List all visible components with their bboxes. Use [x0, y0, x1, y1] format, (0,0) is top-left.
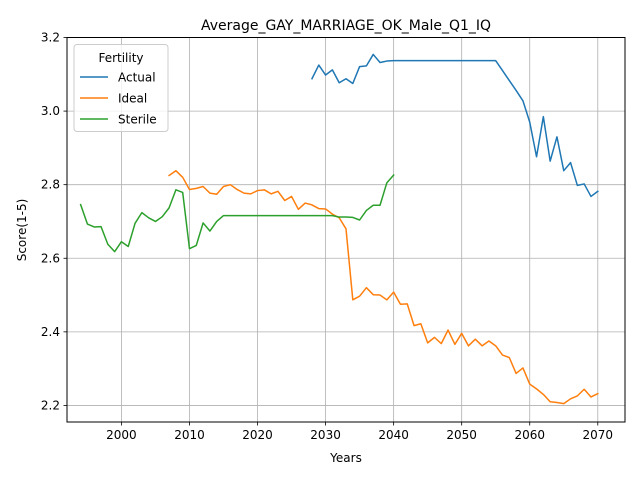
y-tick-label: 2.6 — [41, 251, 60, 265]
series-line-ideal — [168, 169, 599, 405]
y-tick-label: 3.2 — [41, 31, 60, 45]
y-tick-label: 3.0 — [41, 104, 60, 118]
y-tick-label: 2.2 — [41, 398, 60, 412]
x-tick-label: 2020 — [242, 428, 273, 442]
y-axis: 2.2 2.4 2.6 2.8 3.0 3.2 — [41, 31, 67, 412]
x-tick-label: 2060 — [514, 428, 545, 442]
series-line-actual — [310, 53, 599, 198]
series-line-sterile — [79, 174, 395, 253]
y-axis-label: Score(1-5) — [15, 199, 29, 262]
legend-items: Actual Ideal Sterile — [80, 71, 157, 127]
plot-frame — [66, 37, 626, 423]
legend-label-ideal: Ideal — [118, 92, 147, 106]
x-tick-label: 2070 — [583, 428, 614, 442]
x-tick-label: 2030 — [310, 428, 341, 442]
x-axis: 2000 2010 2020 2030 2040 2050 2060 2070 — [106, 422, 613, 442]
x-tick-label: 2010 — [174, 428, 205, 442]
chart-title: Average_GAY_MARRIAGE_OK_Male_Q1_IQ — [201, 18, 491, 34]
x-tick-label: 2040 — [378, 428, 409, 442]
legend-label-sterile: Sterile — [118, 113, 157, 127]
legend-title: Fertility — [98, 51, 143, 65]
x-tick-label: 2000 — [106, 428, 137, 442]
x-tick-label: 2050 — [446, 428, 477, 442]
y-tick-label: 2.4 — [41, 325, 60, 339]
x-axis-label: Years — [329, 451, 362, 465]
series-group — [79, 53, 599, 405]
legend-label-actual: Actual — [118, 71, 156, 85]
legend: Fertility Actual Ideal Sterile — [73, 44, 169, 132]
legend-box — [73, 44, 169, 132]
y-tick-label: 2.8 — [41, 178, 60, 192]
